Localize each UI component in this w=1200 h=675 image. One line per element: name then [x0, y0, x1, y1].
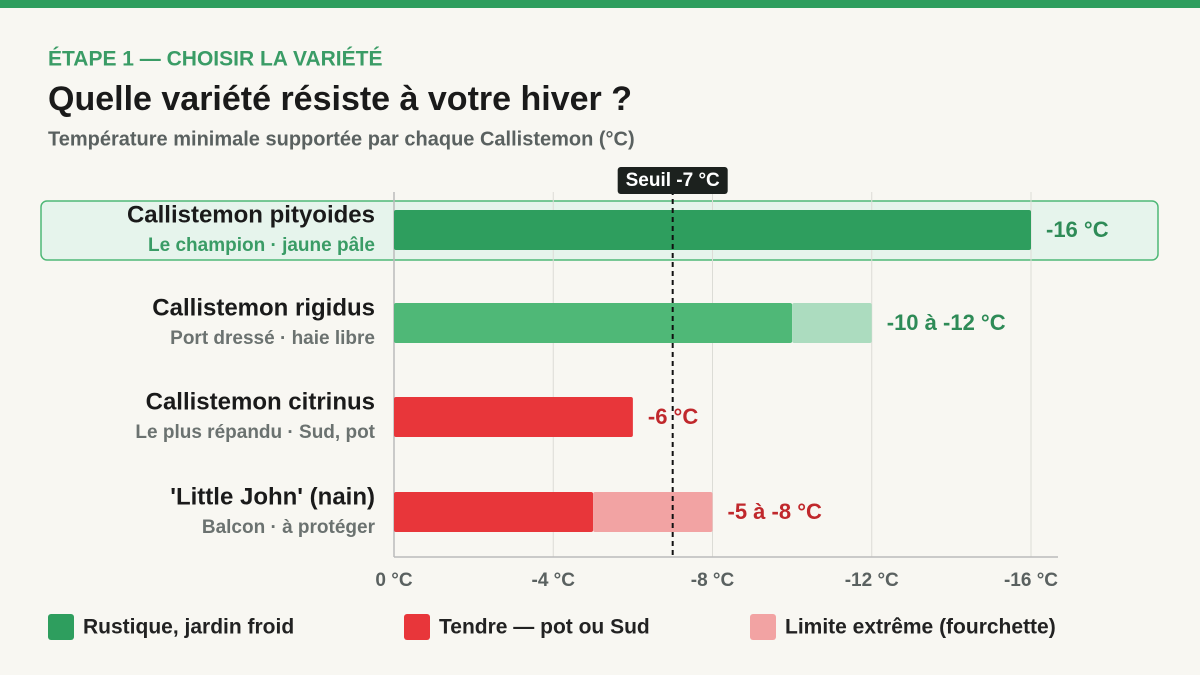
category-label: Callistemon citrinus [146, 388, 375, 415]
x-tick-label: 0 °C [375, 570, 412, 591]
legend-swatch [750, 614, 776, 640]
category-label: Callistemon pityoides [127, 201, 375, 228]
bar [394, 492, 594, 532]
x-tick-label: -8 °C [691, 570, 735, 591]
value-label: -16 °C [1046, 217, 1109, 242]
threshold-label: Seuil -7 °C [626, 170, 720, 191]
legend-label: Rustique, jardin froid [83, 616, 294, 639]
threshold-box [617, 167, 728, 194]
chart-title: Quelle variété résiste à votre hiver ? [48, 80, 632, 118]
subtitle: Température minimale supportée par chaqu… [48, 128, 635, 150]
x-tick-label: -4 °C [532, 570, 576, 591]
bar [394, 210, 1031, 250]
bar [394, 397, 633, 437]
legend-swatch [48, 614, 74, 640]
legend-label: Tendre — pot ou Sud [439, 616, 650, 639]
category-note: Port dressé · haie libre [170, 328, 375, 349]
range-bar [593, 492, 713, 532]
value-label: -10 à -12 °C [887, 310, 1006, 335]
eyebrow: ÉTAPE 1 — CHOISIR LA VARIÉTÉ [48, 48, 382, 71]
range-bar [792, 303, 872, 343]
x-tick-label: -16 °C [1004, 570, 1058, 591]
legend-swatch [404, 614, 430, 640]
x-tick-label: -12 °C [845, 570, 899, 591]
top-band [0, 0, 1200, 8]
value-label: -5 à -8 °C [728, 499, 822, 524]
category-note: Balcon · à protéger [202, 517, 376, 538]
category-label: Callistemon rigidus [152, 294, 375, 321]
category-note: Le champion · jaune pâle [148, 235, 375, 256]
bar [394, 303, 793, 343]
category-note: Le plus répandu · Sud, pot [135, 422, 375, 443]
legend-label: Limite extrême (fourchette) [785, 616, 1056, 639]
category-label: 'Little John' (nain) [170, 483, 375, 510]
